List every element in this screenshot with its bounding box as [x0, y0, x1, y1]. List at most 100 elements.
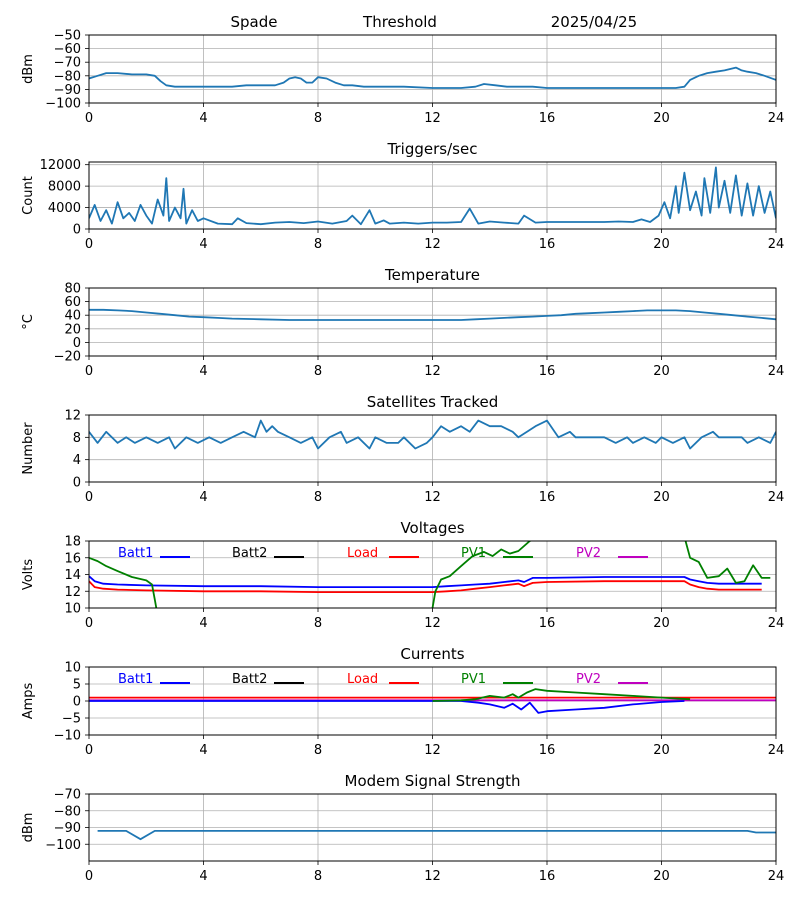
y-tick-label: 0	[73, 223, 81, 238]
series-group	[89, 419, 776, 450]
panel-title: Triggers/sec	[387, 140, 478, 158]
x-tick-label: 16	[539, 111, 556, 126]
mode-title: Threshold	[362, 13, 437, 31]
x-tick-label: 12	[424, 111, 441, 126]
axes-frame	[88, 34, 777, 104]
station-title: Spade	[231, 13, 278, 31]
x-tick-label: 16	[539, 490, 556, 505]
legend-label: Batt2	[232, 546, 267, 561]
series-line-main	[89, 308, 776, 321]
y-tick-label: 8000	[48, 180, 81, 195]
x-tick-label: 20	[653, 743, 670, 758]
x-tick-label: 8	[314, 743, 322, 758]
x-tick-label: 12	[424, 490, 441, 505]
x-tick-label: 0	[85, 237, 93, 252]
x-tick-label: 0	[85, 743, 93, 758]
panel-title: Currents	[400, 645, 464, 663]
panel-1: 0 4000 8000 12000 0 4 8 12 16 20 24 Triggers/sec Cou…	[21, 140, 784, 252]
x-tick-label: 16	[539, 743, 556, 758]
axes-frame	[88, 540, 777, 609]
y-tick-label: −90	[54, 821, 81, 836]
panel-title: Temperature	[384, 266, 480, 284]
y-tick-label: 12000	[40, 158, 81, 173]
x-tick-label: 4	[199, 111, 207, 126]
y-axis-label: °C	[21, 314, 36, 330]
x-tick-label: 4	[199, 743, 207, 758]
y-tick-label: 0	[73, 695, 81, 710]
series-group	[89, 308, 776, 321]
y-tick-label: −100	[45, 838, 81, 853]
series-group	[89, 688, 776, 714]
series-line-pv1	[432, 688, 691, 702]
axes-frame	[88, 414, 777, 483]
x-tick-label: 24	[768, 111, 785, 126]
y-tick-label: 80	[64, 282, 81, 297]
x-tick-label: 24	[768, 490, 785, 505]
x-tick-label: 4	[199, 869, 207, 884]
x-tick-label: 24	[768, 743, 785, 758]
y-tick-label: 12	[64, 409, 81, 424]
x-tick-label: 0	[85, 490, 93, 505]
y-axis-label: Count	[21, 176, 36, 215]
y-tick-label: −70	[54, 56, 81, 71]
y-axis-label: dBm	[21, 813, 36, 843]
x-tick-label: 16	[539, 237, 556, 252]
x-tick-label: 8	[314, 869, 322, 884]
panel-3: 0 4 8 12 0 4 8 12 16 20 24 Satellites Tracked Number	[21, 393, 784, 505]
series-group	[89, 66, 776, 89]
y-axis-label: Volts	[21, 559, 36, 591]
x-tick-label: 16	[539, 616, 556, 631]
x-tick-label: 4	[199, 364, 207, 379]
legend-label: Load	[347, 672, 378, 687]
x-tick-label: 8	[314, 364, 322, 379]
y-tick-label: 18	[64, 535, 81, 550]
panel-6: −100 −90 −80−70 0 4 8 12 16 20 24 Modem Signal Str…	[21, 772, 784, 884]
y-tick-label: −20	[54, 350, 81, 365]
legend-label: Batt1	[118, 672, 153, 687]
panel-5: −10 −5 0 5 10 0 4 8 12 16 20 24 Currents Amps Batt1 Bat…	[21, 645, 784, 758]
axes-frame	[88, 666, 777, 736]
y-tick-label: 12	[64, 585, 81, 600]
legend-label: Batt1	[118, 546, 153, 561]
legend-label: PV1	[461, 672, 486, 687]
x-tick-label: 24	[768, 616, 785, 631]
x-tick-label: 24	[768, 237, 785, 252]
x-tick-label: 8	[314, 237, 322, 252]
y-axis-label: dBm	[21, 54, 36, 84]
panel-title: Voltages	[400, 519, 464, 537]
x-tick-label: 8	[314, 490, 322, 505]
x-tick-label: 12	[424, 869, 441, 884]
x-tick-label: 16	[539, 869, 556, 884]
y-axis-label: Number	[21, 422, 36, 475]
x-tick-label: 4	[199, 616, 207, 631]
y-tick-label: 0	[73, 336, 81, 351]
axes-frame	[88, 287, 777, 357]
legend-label: Load	[347, 546, 378, 561]
x-tick-label: 20	[653, 364, 670, 379]
y-tick-label: −60	[54, 42, 81, 57]
x-tick-label: 20	[653, 869, 670, 884]
legend-label: PV2	[576, 672, 601, 687]
series-line-batt1	[89, 575, 762, 588]
x-tick-label: 24	[768, 364, 785, 379]
axes-frame	[88, 793, 777, 862]
x-tick-label: 4	[199, 237, 207, 252]
series-line-main	[97, 830, 776, 841]
x-tick-label: 12	[424, 616, 441, 631]
y-tick-label: 5	[73, 678, 81, 693]
y-tick-label: −100	[45, 97, 81, 112]
x-tick-label: 4	[199, 490, 207, 505]
x-tick-label: 0	[85, 111, 93, 126]
x-tick-label: 24	[768, 869, 785, 884]
panel-title: Modem Signal Strength	[345, 772, 521, 790]
series-group	[89, 166, 776, 226]
y-tick-label: 4000	[48, 201, 81, 216]
date-title: 2025/04/25	[551, 13, 637, 31]
x-tick-label: 12	[424, 743, 441, 758]
x-tick-label: 0	[85, 364, 93, 379]
y-tick-label: −5	[62, 712, 81, 727]
y-tick-label: 14	[64, 568, 81, 583]
